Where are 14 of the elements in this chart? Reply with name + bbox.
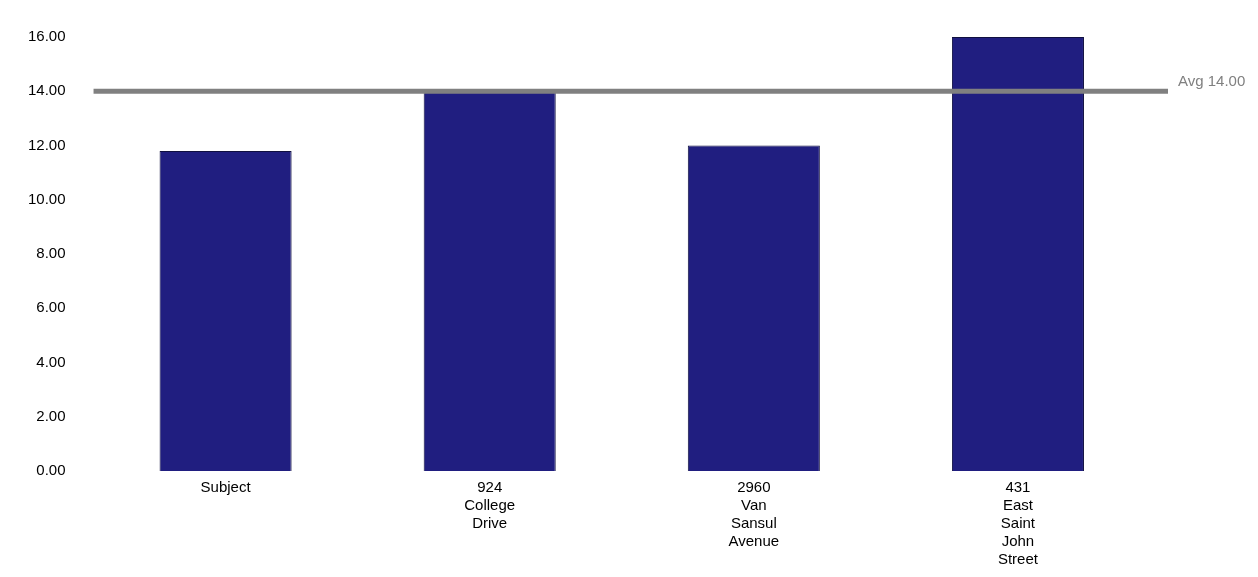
x-tick-label: 924 College Drive (464, 478, 516, 532)
y-tick-label: 4.00 (36, 352, 66, 370)
y-tick-label: 16.00 (27, 27, 66, 45)
x-tick-label: 431 East Saint John Street (997, 478, 1039, 568)
y-tick-label: 10.00 (27, 189, 66, 207)
ref-line-label: Avg 14.00 (1178, 71, 1246, 89)
y-tick-label: 6.00 (36, 298, 66, 316)
y-tick-label: 12.00 (27, 135, 66, 153)
y-tick-label: 0.00 (36, 461, 66, 479)
y-tick-label: 8.00 (36, 244, 66, 262)
x-tick-label: Subject (200, 478, 252, 496)
y-tick-label: 2.00 (36, 406, 66, 424)
x-tick-label: 2960 Van Sansul Avenue (728, 478, 780, 550)
y-tick-label: 14.00 (27, 81, 66, 99)
